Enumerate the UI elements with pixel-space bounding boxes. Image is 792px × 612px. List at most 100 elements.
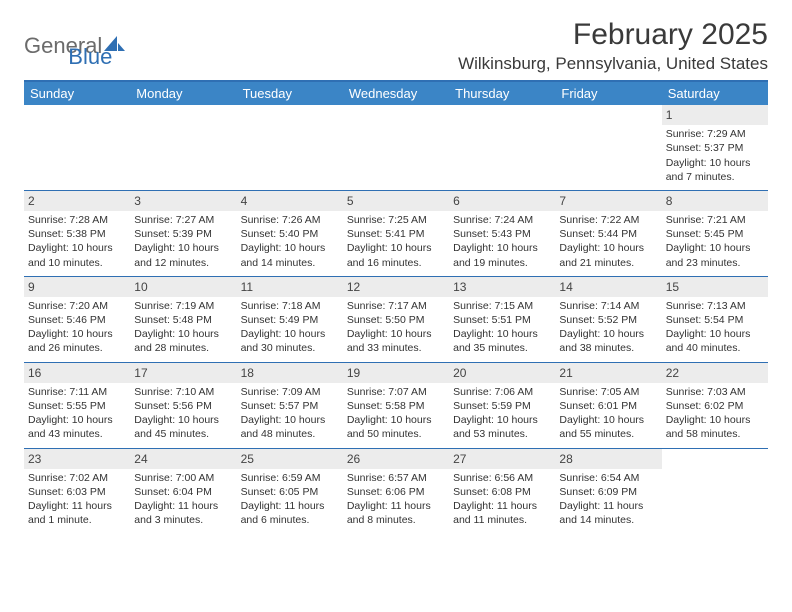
day-number: 14 (555, 277, 661, 297)
day-cell: 20Sunrise: 7:06 AMSunset: 5:59 PMDayligh… (449, 362, 555, 448)
day2-text: and 7 minutes. (666, 170, 764, 184)
sunset-text: Sunset: 5:46 PM (28, 313, 126, 327)
day-cell: 27Sunrise: 6:56 AMSunset: 6:08 PMDayligh… (449, 448, 555, 533)
day-cell: 8Sunrise: 7:21 AMSunset: 5:45 PMDaylight… (662, 190, 768, 276)
day-cell: 3Sunrise: 7:27 AMSunset: 5:39 PMDaylight… (130, 190, 236, 276)
day2-text: and 40 minutes. (666, 341, 764, 355)
day-cell: 24Sunrise: 7:00 AMSunset: 6:04 PMDayligh… (130, 448, 236, 533)
logo: General Blue (24, 22, 112, 70)
sunset-text: Sunset: 5:41 PM (347, 227, 445, 241)
sunrise-text: Sunrise: 7:21 AM (666, 213, 764, 227)
day-cell: 7Sunrise: 7:22 AMSunset: 5:44 PMDaylight… (555, 190, 661, 276)
day2-text: and 28 minutes. (134, 341, 232, 355)
day-number: 2 (24, 191, 130, 211)
day2-text: and 26 minutes. (28, 341, 126, 355)
month-title: February 2025 (458, 18, 768, 52)
day-cell: 14Sunrise: 7:14 AMSunset: 5:52 PMDayligh… (555, 276, 661, 362)
day1-text: Daylight: 10 hours (453, 327, 551, 341)
day2-text: and 1 minute. (28, 513, 126, 527)
sunrise-text: Sunrise: 7:24 AM (453, 213, 551, 227)
week-row: 1Sunrise: 7:29 AMSunset: 5:37 PMDaylight… (24, 105, 768, 190)
sunset-text: Sunset: 5:55 PM (28, 399, 126, 413)
sunrise-text: Sunrise: 6:57 AM (347, 471, 445, 485)
day-cell: 25Sunrise: 6:59 AMSunset: 6:05 PMDayligh… (237, 448, 343, 533)
sunset-text: Sunset: 5:52 PM (559, 313, 657, 327)
day-number: 13 (449, 277, 555, 297)
sunrise-text: Sunrise: 7:14 AM (559, 299, 657, 313)
day1-text: Daylight: 10 hours (559, 241, 657, 255)
day2-text: and 38 minutes. (559, 341, 657, 355)
header: General Blue February 2025 Wilkinsburg, … (24, 18, 768, 74)
day-cell: 4Sunrise: 7:26 AMSunset: 5:40 PMDaylight… (237, 190, 343, 276)
day-number: 3 (130, 191, 236, 211)
dayhead-wed: Wednesday (343, 82, 449, 105)
day-cell: 18 Sunrise: 7:09 AMSunset: 5:57 PMDayligh… (237, 362, 343, 448)
day-number: 10 (130, 277, 236, 297)
week-row: 23Sunrise: 7:02 AMSunset: 6:03 PMDayligh… (24, 448, 768, 533)
sunset-text: Sunset: 5:50 PM (347, 313, 445, 327)
dayhead-thu: Thursday (449, 82, 555, 105)
sunrise-text: Sunrise: 7:09 AM (241, 385, 339, 399)
day-cell: 21 Sunrise: 7:05 AMSunset: 6:01 PMDayligh… (555, 362, 661, 448)
title-block: February 2025 Wilkinsburg, Pennsylvania,… (458, 18, 768, 74)
sunrise-text: Sunrise: 7:25 AM (347, 213, 445, 227)
week-row: 16Sunrise: 7:11 AMSunset: 5:55 PMDayligh… (24, 362, 768, 448)
day-cell: 26Sunrise: 6:57 AMSunset: 6:06 PMDayligh… (343, 448, 449, 533)
day-cell: 2Sunrise: 7:28 AMSunset: 5:38 PMDaylight… (24, 190, 130, 276)
day2-text: and 11 minutes. (453, 513, 551, 527)
week-row: 9Sunrise: 7:20 AMSunset: 5:46 PMDaylight… (24, 276, 768, 362)
sunset-text: Sunset: 5:54 PM (666, 313, 764, 327)
sunrise-text: Sunrise: 7:20 AM (28, 299, 126, 313)
day-header-row: Sunday Monday Tuesday Wednesday Thursday… (24, 82, 768, 105)
day1-text: Daylight: 10 hours (28, 241, 126, 255)
day2-text: and 19 minutes. (453, 256, 551, 270)
sunset-text: Sunset: 5:45 PM (666, 227, 764, 241)
day1-text: Daylight: 10 hours (241, 413, 339, 427)
day2-text: and 48 minutes. (241, 427, 339, 441)
sunset-text: Sunset: 5:37 PM (666, 141, 764, 155)
sunset-text: Sunset: 5:44 PM (559, 227, 657, 241)
calendar-table: Sunday Monday Tuesday Wednesday Thursday… (24, 82, 768, 533)
sunset-text: Sunset: 6:03 PM (28, 485, 126, 499)
day1-text: Daylight: 10 hours (241, 327, 339, 341)
sunrise-text: Sunrise: 7:05 AM (559, 385, 657, 399)
sunset-text: Sunset: 6:05 PM (241, 485, 339, 499)
sunrise-text: Sunrise: 7:06 AM (453, 385, 551, 399)
day-cell: 6Sunrise: 7:24 AMSunset: 5:43 PMDaylight… (449, 190, 555, 276)
day2-text: and 53 minutes. (453, 427, 551, 441)
day-number: 4 (237, 191, 343, 211)
day1-text: Daylight: 10 hours (559, 413, 657, 427)
sunrise-text: Sunrise: 7:03 AM (666, 385, 764, 399)
sunrise-text: Sunrise: 7:26 AM (241, 213, 339, 227)
dayhead-fri: Friday (555, 82, 661, 105)
sunrise-text: Sunrise: 7:18 AM (241, 299, 339, 313)
day-number: 21 (555, 363, 661, 383)
sunset-text: Sunset: 6:09 PM (559, 485, 657, 499)
day2-text: and 8 minutes. (347, 513, 445, 527)
sunrise-text: Sunrise: 6:54 AM (559, 471, 657, 485)
day-number: 17 (130, 363, 236, 383)
sunset-text: Sunset: 6:02 PM (666, 399, 764, 413)
day2-text: and 12 minutes. (134, 256, 232, 270)
dayhead-sat: Saturday (662, 82, 768, 105)
day-cell (237, 105, 343, 190)
day-cell: 16Sunrise: 7:11 AMSunset: 5:55 PMDayligh… (24, 362, 130, 448)
day2-text: and 16 minutes. (347, 256, 445, 270)
sunset-text: Sunset: 6:01 PM (559, 399, 657, 413)
sunset-text: Sunset: 5:57 PM (241, 399, 339, 413)
sunset-text: Sunset: 6:06 PM (347, 485, 445, 499)
dayhead-sun: Sunday (24, 82, 130, 105)
sunrise-text: Sunrise: 7:11 AM (28, 385, 126, 399)
day-cell (662, 448, 768, 533)
day-cell (555, 105, 661, 190)
day-number: 28 (555, 449, 661, 469)
day-cell: 1Sunrise: 7:29 AMSunset: 5:37 PMDaylight… (662, 105, 768, 190)
day1-text: Daylight: 10 hours (666, 241, 764, 255)
day2-text: and 30 minutes. (241, 341, 339, 355)
day-number: 23 (24, 449, 130, 469)
day-cell (449, 105, 555, 190)
day-cell: 11Sunrise: 7:18 AMSunset: 5:49 PMDayligh… (237, 276, 343, 362)
day-number: 11 (237, 277, 343, 297)
day1-text: Daylight: 11 hours (559, 499, 657, 513)
day-number: 18 (237, 363, 343, 383)
